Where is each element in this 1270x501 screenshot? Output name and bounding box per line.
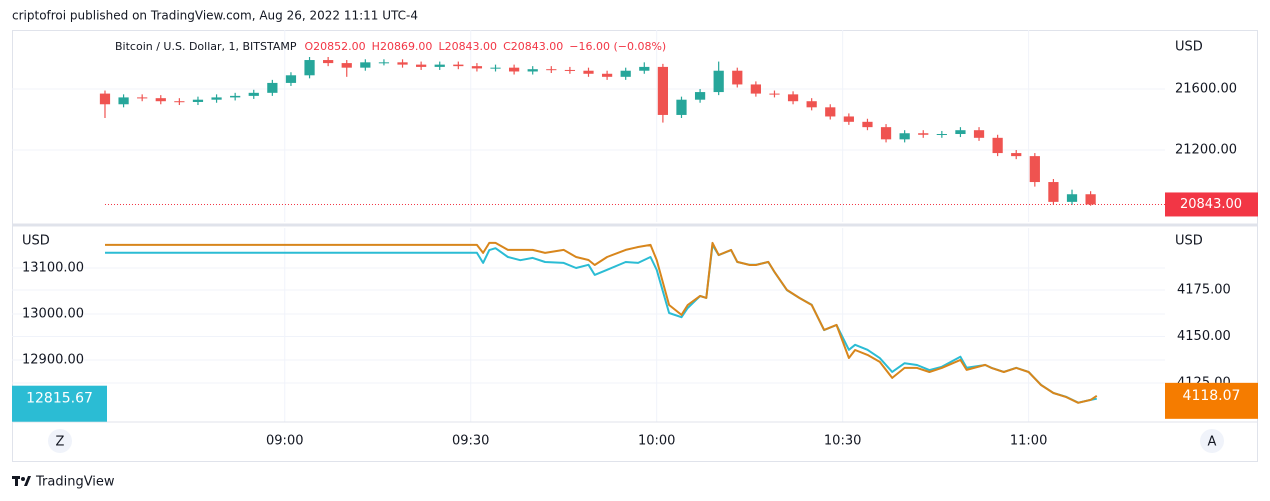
candle-body xyxy=(527,69,538,72)
candle-body xyxy=(1029,156,1040,183)
y-tick-label: 12900.00 xyxy=(22,352,84,367)
candle-body xyxy=(564,69,576,71)
candle-body xyxy=(248,92,259,96)
last-value-box xyxy=(1165,382,1258,419)
candle-body xyxy=(899,133,910,140)
candle-body xyxy=(192,99,204,102)
candle-body xyxy=(601,73,613,77)
candle-body xyxy=(378,62,390,64)
y-unit: USD xyxy=(1175,40,1203,55)
chart-title: Bitcoin / U.S. Dollar, 1, BITSTAMP xyxy=(115,40,297,53)
attribution: criptofroi published on TradingView.com,… xyxy=(12,9,418,23)
candle-body xyxy=(434,64,445,67)
y-tick-label: 21600.00 xyxy=(1175,82,1237,97)
candle-body xyxy=(508,67,520,72)
y2-unit: USD xyxy=(1175,234,1203,249)
candle-body xyxy=(955,130,966,135)
last-price-label: 20843.00 xyxy=(1180,197,1242,212)
candle-body xyxy=(862,121,873,128)
y2-tick-label: 4150.00 xyxy=(1177,329,1231,344)
candle-body xyxy=(936,134,947,136)
candle-body xyxy=(918,133,929,135)
ohlc-low: L20843.00 xyxy=(438,40,497,53)
candle-body xyxy=(267,82,278,93)
candle-body xyxy=(118,97,129,105)
candle-body xyxy=(787,94,799,102)
brand: TradingView xyxy=(35,475,115,490)
symbol-header: Bitcoin / U.S. Dollar, 1, BITSTAMP O20852… xyxy=(115,40,666,53)
x-tick-label: 09:30 xyxy=(452,434,489,449)
auto-button[interactable] xyxy=(1200,429,1224,453)
brand-logo xyxy=(12,476,31,486)
candle-body xyxy=(583,70,594,74)
candle-body xyxy=(1011,153,1022,157)
candle-body xyxy=(825,107,836,117)
candle-body xyxy=(732,70,743,85)
change: −16.00 (−0.08%) xyxy=(569,40,666,53)
candle-body xyxy=(843,116,854,122)
candle-body xyxy=(137,97,148,99)
candle-body xyxy=(99,93,111,105)
ohlc-close: C20843.00 xyxy=(503,40,563,53)
candle-body xyxy=(676,99,687,115)
candle-body xyxy=(620,70,631,77)
series-line xyxy=(105,241,1098,404)
candle-body xyxy=(453,64,464,67)
x-tick-label: 10:00 xyxy=(638,434,675,449)
last-value-box xyxy=(12,385,107,422)
candle-body xyxy=(323,60,334,64)
ohlc-open: O20852.00 xyxy=(305,40,366,53)
candle-body xyxy=(1085,194,1096,205)
candle-body xyxy=(416,64,427,67)
candle-body xyxy=(694,92,706,100)
auto-label[interactable]: A xyxy=(1208,435,1217,450)
x-tick-label: 10:30 xyxy=(824,434,861,449)
candle-body xyxy=(639,66,650,71)
y-tick-label: 13000.00 xyxy=(22,306,84,321)
candle-body xyxy=(304,60,315,76)
candle-body xyxy=(806,101,817,108)
candle-body xyxy=(657,66,669,115)
candle-body xyxy=(490,67,501,69)
last-price-box xyxy=(1165,192,1258,217)
candle-body xyxy=(1048,182,1059,202)
candle-body xyxy=(341,63,352,68)
candle-body xyxy=(155,98,166,102)
last-value-label: 4118.07 xyxy=(1183,388,1241,404)
candle-body xyxy=(285,75,297,83)
y-tick-label: 21200.00 xyxy=(1175,143,1237,158)
ohlc-high: H20869.00 xyxy=(372,40,433,53)
candle-body xyxy=(750,84,761,94)
candle-body xyxy=(713,70,724,93)
zoom-label[interactable]: Z xyxy=(56,435,65,450)
x-tick-label: 09:00 xyxy=(266,434,303,449)
candle-body xyxy=(360,62,371,68)
candle-body xyxy=(174,101,185,103)
y-tick-label: 13100.00 xyxy=(22,260,84,275)
chart-frame xyxy=(12,30,1258,462)
candle-body xyxy=(230,95,241,98)
last-value-label: 12815.67 xyxy=(26,391,93,407)
candle-body xyxy=(880,127,892,140)
zoom-button[interactable] xyxy=(48,429,72,453)
x-tick-label: 11:00 xyxy=(1010,434,1047,449)
candle-body xyxy=(992,137,1003,154)
candle-body xyxy=(1066,194,1078,202)
candle-body xyxy=(546,69,557,71)
candle-body xyxy=(397,62,408,65)
y-unit: USD xyxy=(22,234,50,249)
candle-body xyxy=(471,66,483,69)
candle-body xyxy=(973,130,985,138)
y2-tick-label: 4175.00 xyxy=(1177,282,1231,297)
candle-body xyxy=(211,97,222,100)
candle-body xyxy=(769,93,780,95)
